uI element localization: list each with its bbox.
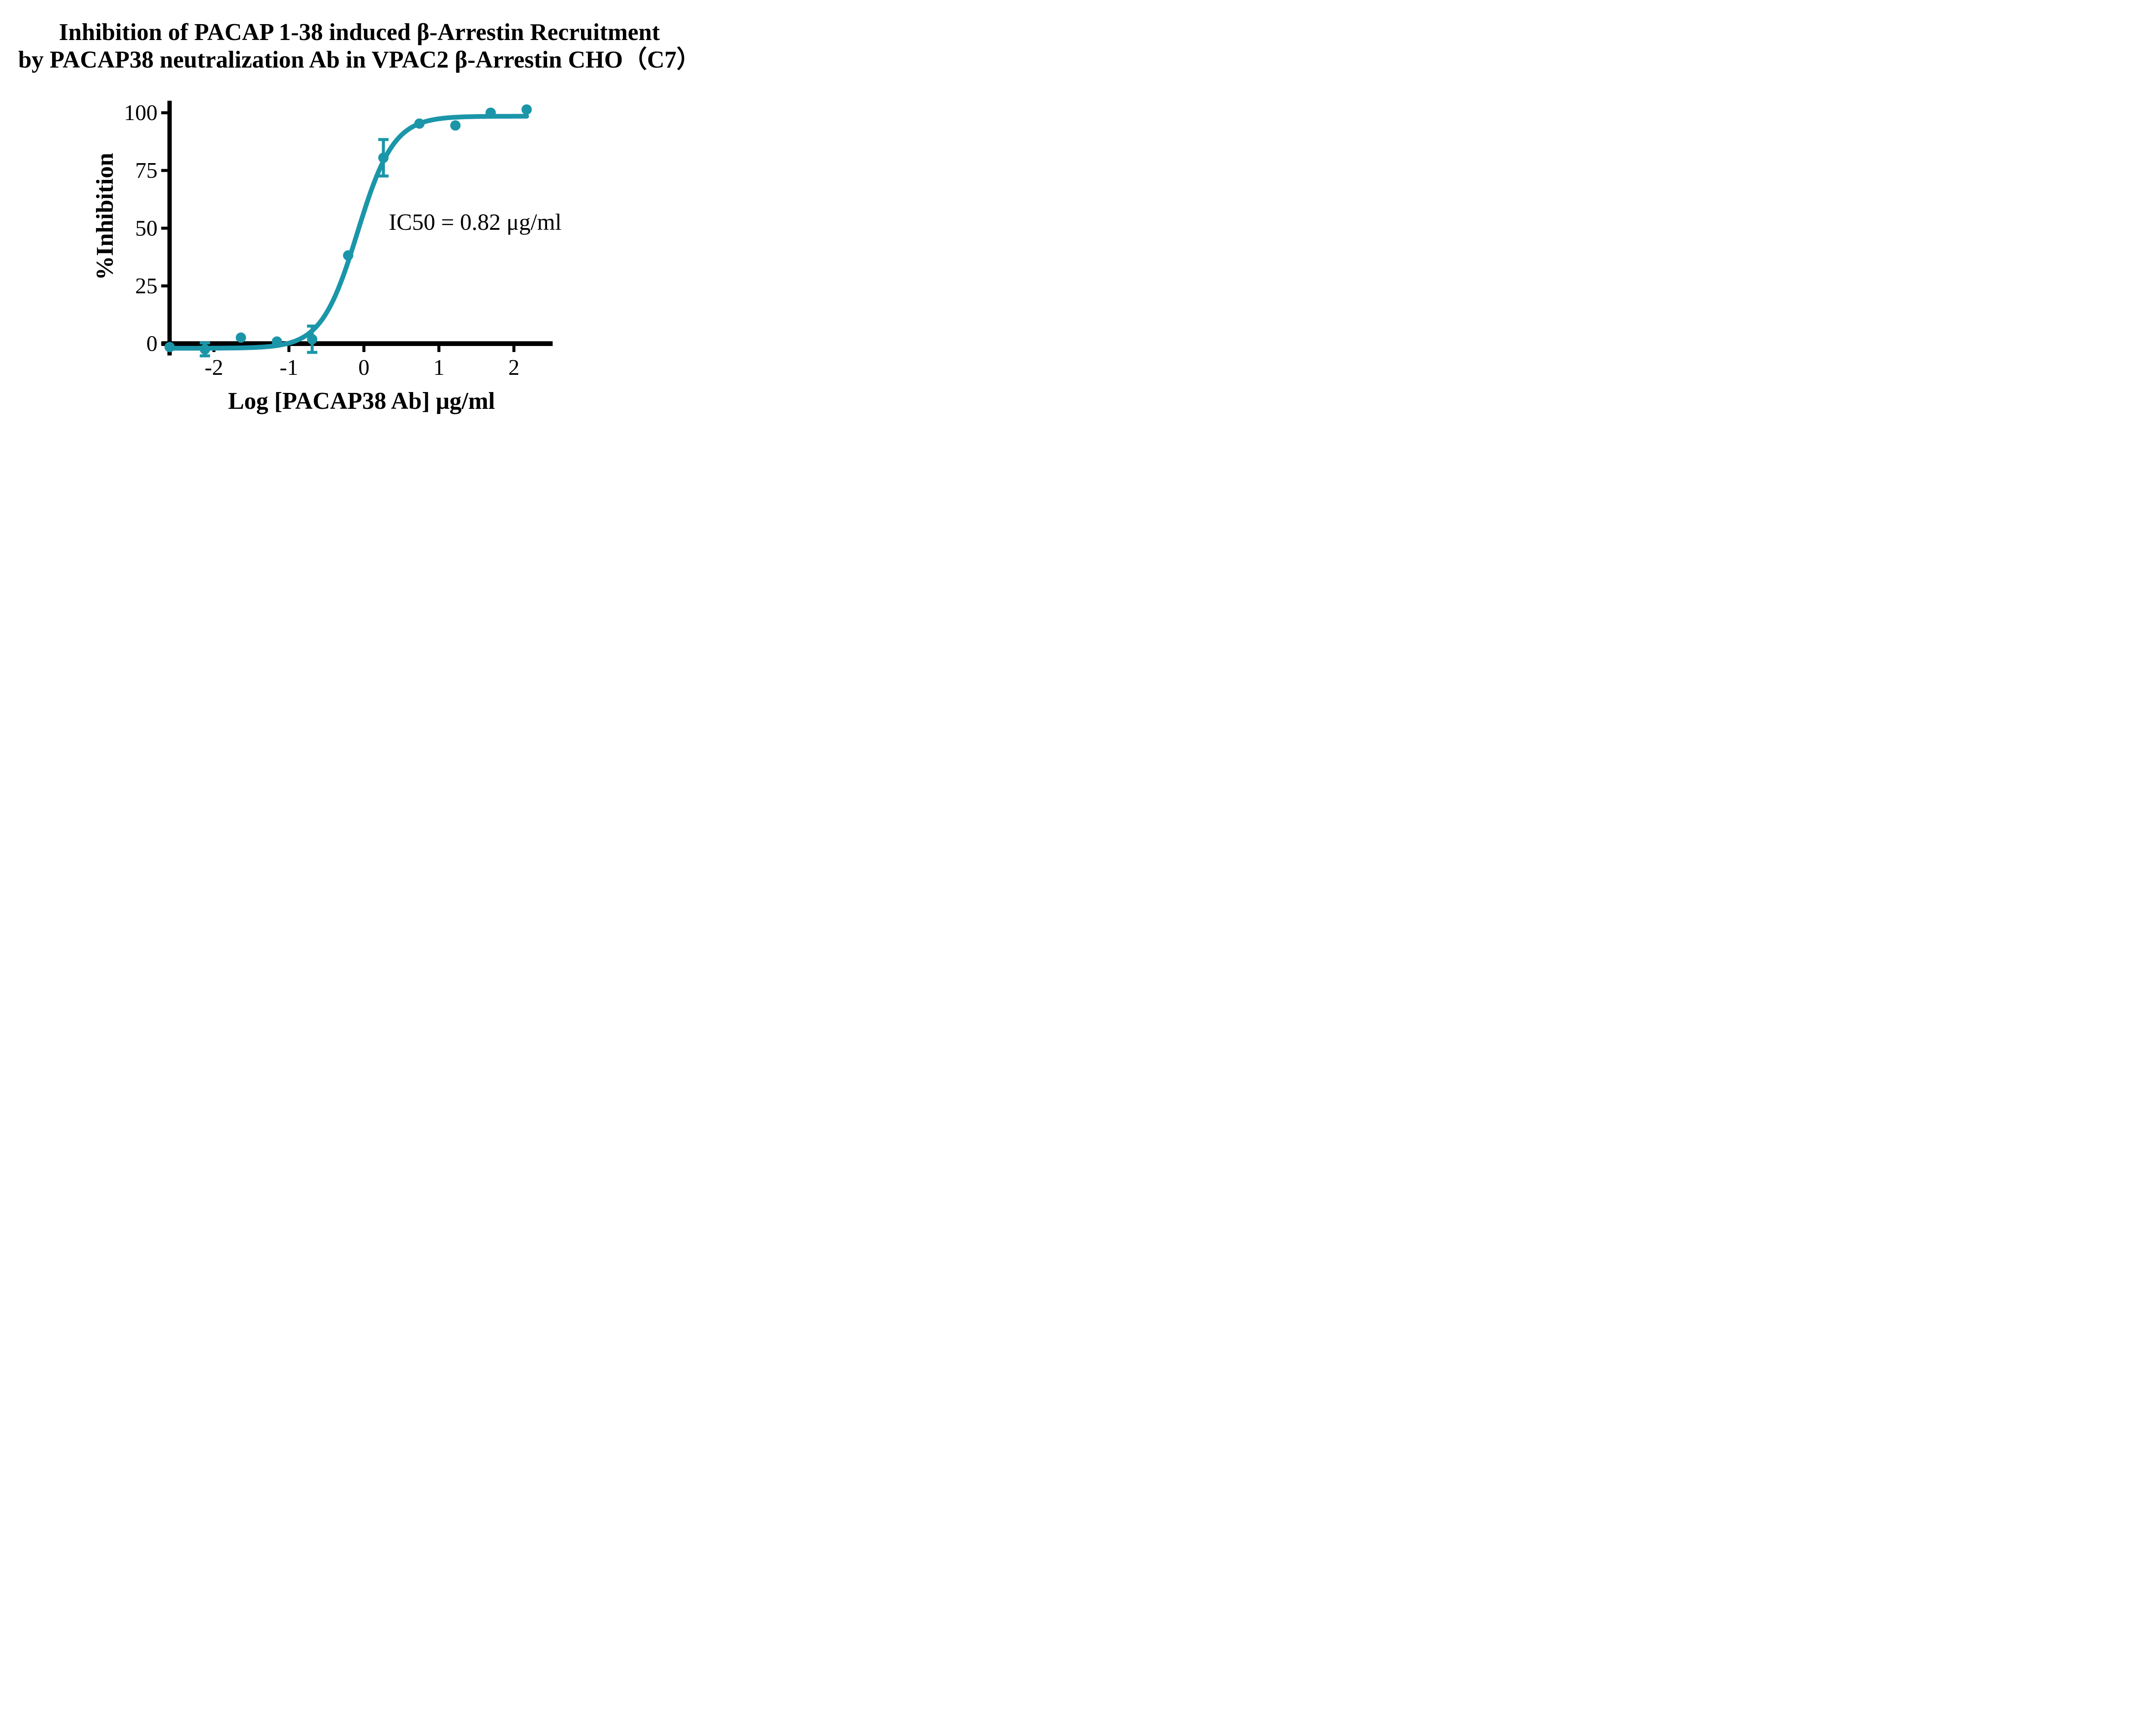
x-tick-label: -1 — [280, 355, 298, 380]
x-tick-label: 2 — [508, 355, 519, 380]
y-tick-label: 100 — [124, 101, 158, 125]
chart-title: Inhibition of PACAP 1-38 induced β-Arres… — [0, 19, 719, 74]
data-point — [272, 336, 282, 347]
data-point — [200, 344, 210, 355]
fit-curve — [167, 114, 529, 351]
data-point — [235, 332, 246, 343]
x-tick-label: -2 — [204, 355, 223, 380]
chart-title-line2: by PACAP38 neutralization Ab in VPAC2 β-… — [18, 46, 701, 73]
y-tick-label: 50 — [135, 216, 158, 241]
data-point — [378, 152, 389, 163]
x-tick-label: 0 — [359, 355, 370, 380]
dose-response-plot: 0 25 50 75 100 -2 -1 0 1 2 — [124, 101, 553, 380]
data-point — [343, 250, 353, 261]
data-point — [450, 120, 461, 131]
x-axis-title: Log [PACAP38 Ab] μg/ml — [228, 388, 495, 414]
data-point — [521, 104, 532, 115]
x-tick-label: 1 — [433, 355, 445, 380]
y-tick-label: 75 — [135, 158, 158, 183]
y-tick-label: 0 — [146, 332, 158, 356]
chart-title-line1: Inhibition of PACAP 1-38 induced β-Arres… — [59, 19, 660, 46]
data-point — [307, 334, 318, 345]
ic50-annotation: IC50 = 0.82 μg/ml — [389, 209, 562, 235]
data-point — [485, 108, 496, 118]
figure-background: Inhibition of PACAP 1-38 induced β-Arres… — [0, 0, 719, 434]
data-point — [414, 118, 425, 129]
y-tick-label: 25 — [135, 274, 158, 298]
data-point — [164, 342, 175, 352]
